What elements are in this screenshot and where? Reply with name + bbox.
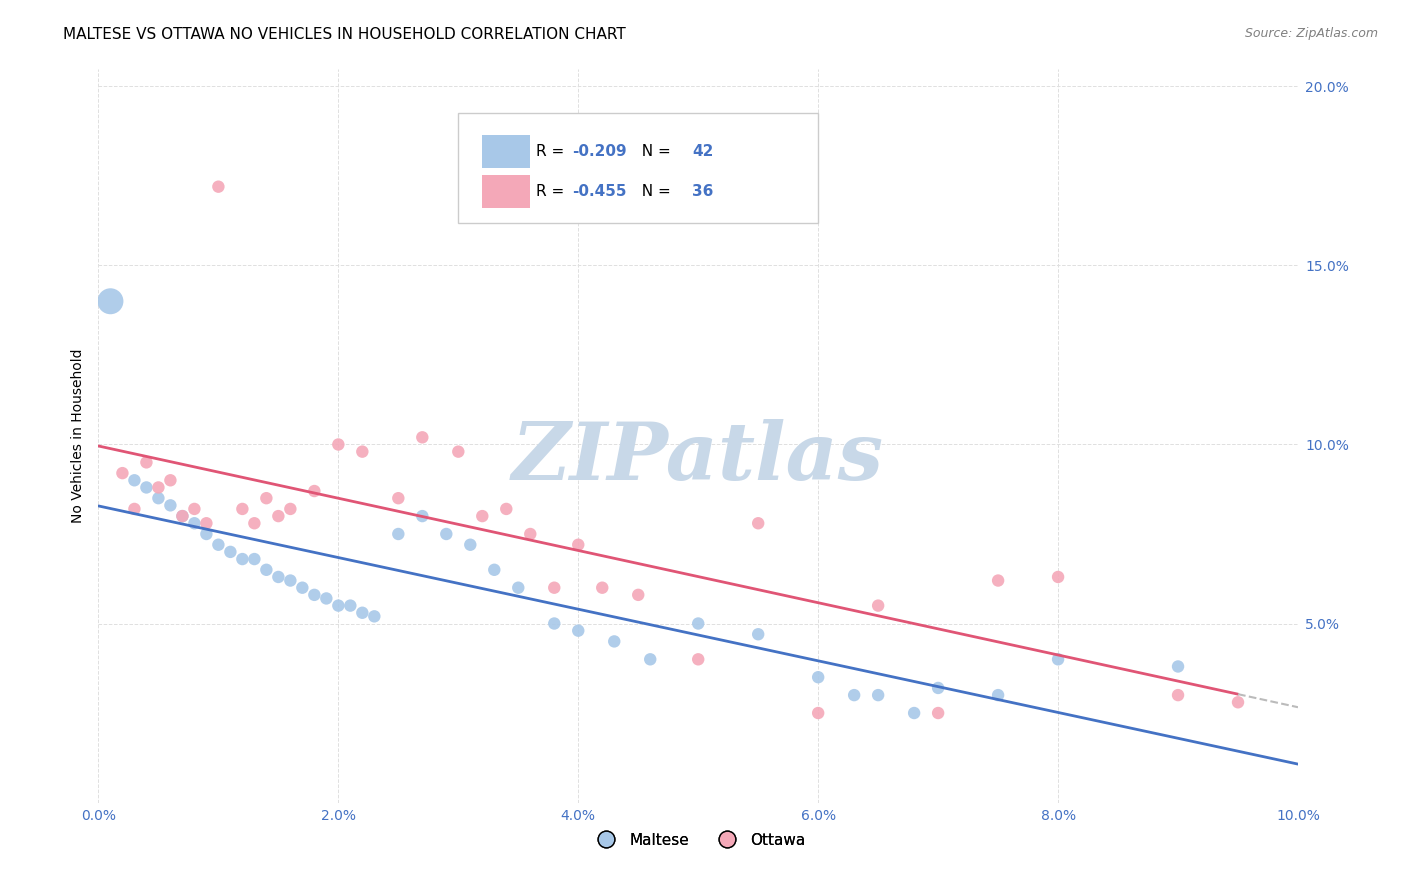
Point (627, 588, 650, 602)
Text: MALTESE VS OTTAWA NO VEHICLES IN HOUSEHOLD CORRELATION CHART: MALTESE VS OTTAWA NO VEHICLES IN HOUSEHO… (63, 27, 626, 42)
Point (243, 552, 266, 566)
Point (844, 688, 866, 702)
Point (927, 706, 949, 720)
Point (387, 527, 409, 541)
Point (411, 430, 433, 444)
Point (124, 473, 146, 487)
Point (747, 627, 769, 641)
Text: 42: 42 (692, 144, 714, 159)
Point (484, 563, 506, 577)
Point (543, 581, 565, 595)
Point (638, 652, 661, 666)
Point (159, 499, 181, 513)
Point (172, 509, 194, 524)
Point (495, 502, 517, 516)
Point (458, 538, 481, 552)
Point (219, 545, 242, 559)
Point (111, 466, 134, 480)
Point (148, 491, 170, 506)
Point (280, 502, 302, 516)
Point (207, 538, 229, 552)
Point (100, 294, 122, 309)
Point (903, 706, 925, 720)
Point (868, 688, 890, 702)
Point (159, 473, 181, 487)
Point (124, 502, 146, 516)
Point (207, 179, 229, 194)
Point (254, 563, 277, 577)
Point (434, 527, 457, 541)
Point (135, 480, 157, 494)
Text: -0.209: -0.209 (572, 144, 627, 159)
Point (987, 688, 1010, 702)
Point (363, 609, 385, 624)
Point (471, 509, 494, 524)
Point (267, 509, 290, 524)
Point (267, 570, 290, 584)
Point (291, 581, 314, 595)
Point (304, 588, 326, 602)
Point (688, 616, 710, 631)
Point (243, 516, 266, 531)
Point (688, 652, 710, 666)
FancyBboxPatch shape (482, 175, 530, 208)
Point (195, 516, 218, 531)
Point (411, 509, 433, 524)
Point (195, 527, 218, 541)
Point (1167, 659, 1189, 673)
Point (807, 670, 830, 684)
Point (231, 502, 253, 516)
Point (1047, 652, 1070, 666)
Point (280, 574, 302, 588)
Point (447, 444, 470, 458)
Point (183, 516, 205, 531)
Point (1227, 695, 1250, 709)
Point (135, 455, 157, 469)
Point (868, 599, 890, 613)
Point (352, 444, 374, 458)
Point (747, 516, 769, 531)
Point (231, 552, 253, 566)
Point (567, 624, 589, 638)
Point (328, 437, 350, 451)
Point (543, 616, 565, 631)
Point (148, 480, 170, 494)
Point (567, 538, 589, 552)
Point (519, 527, 541, 541)
Point (387, 491, 409, 506)
Point (315, 591, 337, 606)
Point (254, 491, 277, 506)
Point (987, 574, 1010, 588)
Point (304, 483, 326, 498)
Point (508, 581, 530, 595)
Legend: Maltese, Ottawa: Maltese, Ottawa (585, 826, 811, 854)
Point (183, 502, 205, 516)
Point (927, 681, 949, 695)
Point (603, 634, 626, 648)
Point (328, 599, 350, 613)
Text: N =: N = (633, 144, 676, 159)
Point (1167, 688, 1189, 702)
FancyBboxPatch shape (458, 112, 818, 223)
Text: -0.455: -0.455 (572, 185, 627, 199)
Point (1047, 570, 1070, 584)
Text: N =: N = (633, 185, 676, 199)
Point (339, 599, 361, 613)
Text: R =: R = (536, 144, 569, 159)
Point (172, 509, 194, 524)
Point (807, 706, 830, 720)
FancyBboxPatch shape (482, 135, 530, 168)
Text: R =: R = (536, 185, 569, 199)
Y-axis label: No Vehicles in Household: No Vehicles in Household (72, 348, 86, 523)
Text: 36: 36 (692, 185, 714, 199)
Point (591, 581, 613, 595)
Text: Source: ZipAtlas.com: Source: ZipAtlas.com (1244, 27, 1378, 40)
Point (352, 606, 374, 620)
Text: ZIPatlas: ZIPatlas (512, 419, 884, 496)
